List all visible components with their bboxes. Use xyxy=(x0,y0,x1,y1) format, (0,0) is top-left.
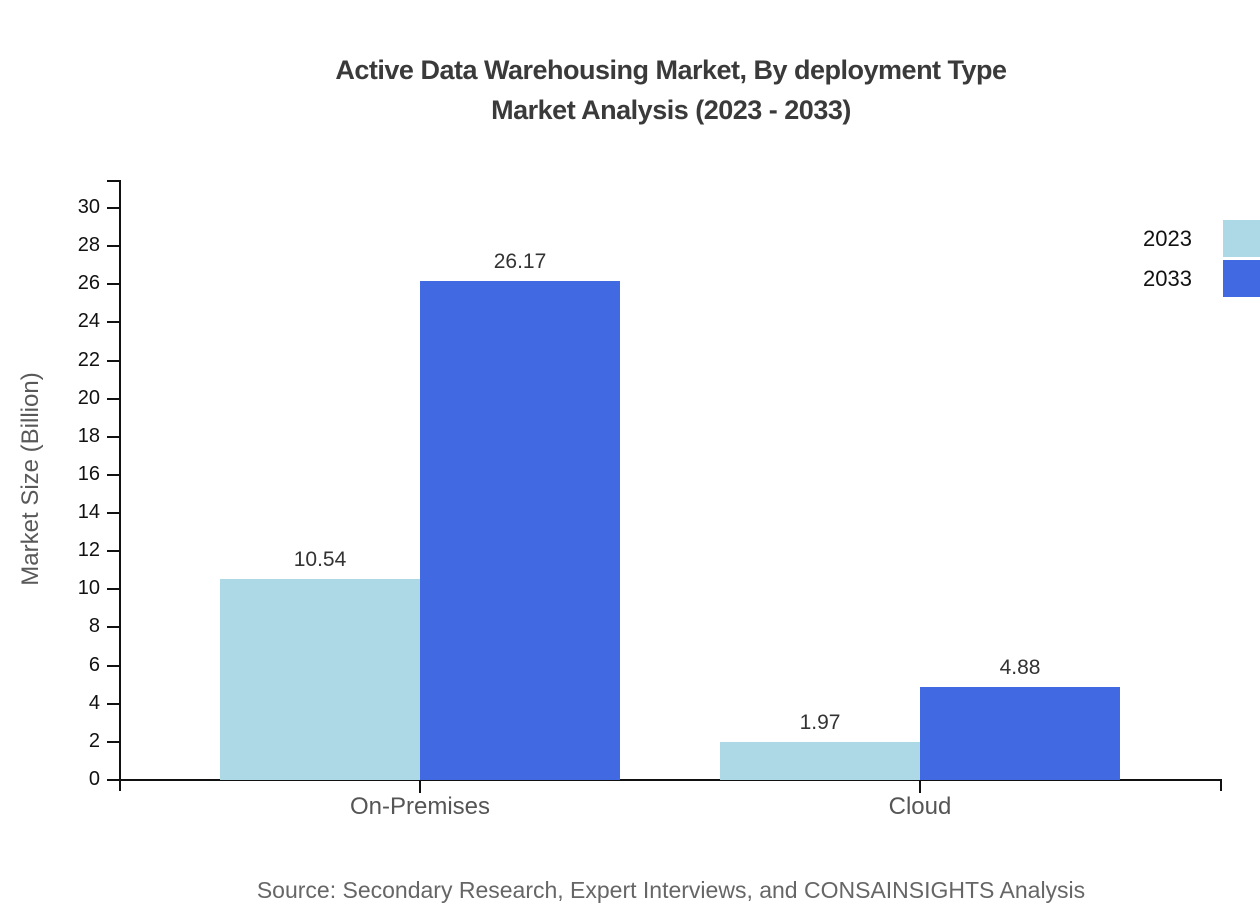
legend-item-2023: 2023 xyxy=(1100,219,1260,259)
legend-item-2033: 2033 xyxy=(1100,259,1260,299)
y-tick-label: 12 xyxy=(77,539,100,562)
category-label-on-premises: On-Premises xyxy=(349,793,491,820)
y-tick-label: 24 xyxy=(77,310,100,333)
x-axis-right-end-tick xyxy=(1220,780,1222,791)
y-tick xyxy=(107,664,119,667)
y-tick-label: 16 xyxy=(77,462,100,485)
legend-swatch xyxy=(1223,260,1260,297)
legend-label: 2033 xyxy=(1143,266,1192,291)
category-label-cloud: Cloud xyxy=(888,793,952,820)
y-tick-label: 26 xyxy=(77,272,100,295)
bar-value-label: 26.17 xyxy=(493,250,547,274)
y-tick xyxy=(107,512,119,515)
y-tick xyxy=(107,779,119,781)
bar-value-label: 10.54 xyxy=(293,548,347,572)
bar-2033-on-premises xyxy=(420,281,620,780)
x-axis-left-end-tick xyxy=(119,780,121,791)
y-tick xyxy=(107,435,119,438)
y-tick xyxy=(107,283,119,286)
y-tick-label: 8 xyxy=(88,615,100,638)
y-tick-label: 10 xyxy=(77,577,100,600)
bar-2033-cloud xyxy=(920,686,1120,780)
y-tick-label: 6 xyxy=(88,653,100,676)
bar-2023-on-premises xyxy=(220,579,420,780)
chart-title-line2: Market Analysis (2023 - 2033) xyxy=(491,95,851,125)
y-tick xyxy=(107,207,119,209)
y-tick xyxy=(107,397,119,400)
y-tick-label: 28 xyxy=(77,234,100,257)
legend-swatch xyxy=(1223,220,1260,257)
y-tick-label: 0 xyxy=(88,768,100,790)
y-tick xyxy=(107,245,119,248)
y-axis-spine xyxy=(119,180,121,781)
y-tick-label: 14 xyxy=(77,501,100,524)
x-tick xyxy=(919,781,921,793)
bar-2023-cloud xyxy=(720,742,920,780)
y-tick xyxy=(107,626,119,629)
bar-value-label: 1.97 xyxy=(799,711,841,735)
source-note: Source: Secondary Research, Expert Inter… xyxy=(256,877,1086,903)
y-tick xyxy=(107,359,119,362)
y-tick-label: 30 xyxy=(77,196,100,218)
x-tick xyxy=(419,781,421,793)
y-tick xyxy=(107,321,119,324)
bar-value-label: 4.88 xyxy=(999,655,1041,679)
y-tick xyxy=(107,588,119,591)
y-tick xyxy=(107,473,119,476)
legend-label: 2023 xyxy=(1143,226,1192,251)
x-axis-spine xyxy=(120,779,1222,781)
y-tick-label: 20 xyxy=(77,386,100,409)
y-tick xyxy=(107,550,119,553)
y-tick xyxy=(107,740,119,743)
y-tick-label: 18 xyxy=(77,424,100,447)
chart-title-line1: Active Data Warehousing Market, By deplo… xyxy=(335,55,1007,85)
y-axis-end-tick xyxy=(107,180,119,182)
y-tick-label: 2 xyxy=(88,729,100,752)
chart-title: Active Data Warehousing Market, By deplo… xyxy=(120,50,1222,130)
y-tick-label: 4 xyxy=(88,691,100,714)
y-tick xyxy=(107,702,119,705)
y-tick-label: 22 xyxy=(77,348,100,371)
